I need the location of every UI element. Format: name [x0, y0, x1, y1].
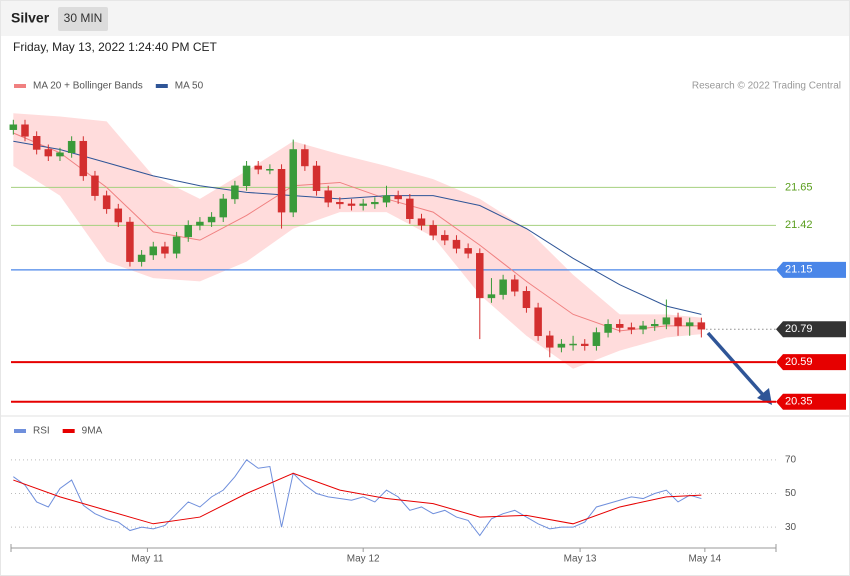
x-tick-label: May 11 — [131, 554, 163, 565]
interval-label[interactable]: 30 MIN — [64, 11, 103, 25]
candle-body — [312, 165, 321, 191]
candle-body — [347, 203, 356, 206]
candle-body — [476, 253, 484, 299]
instrument-title: Silver — [11, 10, 50, 26]
candle-body — [417, 218, 426, 226]
legend-label: RSI — [33, 426, 50, 437]
legend-swatch — [14, 84, 26, 88]
moving-average — [13, 132, 702, 332]
x-tick-label: May 12 — [347, 554, 380, 565]
candle-body — [254, 165, 262, 170]
series-line — [13, 472, 702, 525]
candle-body — [102, 195, 111, 210]
candle-body — [487, 294, 496, 299]
candle-body — [137, 254, 146, 262]
candle-body — [639, 325, 647, 330]
legend-label: MA 50 — [175, 81, 204, 92]
candle-body — [569, 343, 577, 346]
candle-body — [266, 169, 274, 171]
candle-body — [67, 140, 76, 154]
candle-body — [522, 291, 531, 309]
candle-body — [604, 324, 612, 333]
candle-body — [126, 221, 134, 262]
legend-label: MA 20 + Bollinger Bands — [33, 81, 143, 92]
candle-body — [56, 152, 64, 157]
candle-body — [149, 246, 158, 256]
y-tick-label: 50 — [785, 488, 797, 499]
candle-body — [441, 234, 449, 241]
candle-body — [359, 203, 367, 206]
candle-body — [172, 236, 181, 254]
level-label: 21.65 — [785, 181, 813, 193]
candle-body — [581, 343, 589, 346]
candle-body — [289, 149, 297, 213]
level-label: 21.15 — [785, 264, 813, 276]
credit: Research © 2022 Trading Central — [692, 81, 841, 92]
candle-body — [499, 279, 507, 295]
candle-body — [324, 190, 332, 203]
x-tick-label: May 14 — [688, 554, 721, 565]
level-label: 20.35 — [785, 396, 813, 408]
candle-body — [394, 195, 402, 200]
candle-body — [161, 246, 169, 254]
candle-body — [429, 225, 437, 236]
legend-label: 9MA — [82, 426, 103, 437]
candle-body — [511, 279, 519, 292]
candle-body — [91, 175, 99, 196]
level-tag — [776, 393, 846, 410]
candle-body — [196, 221, 204, 226]
candle-body — [464, 248, 472, 254]
candle-body — [382, 195, 391, 203]
candle-body — [662, 317, 671, 325]
candle-body — [301, 149, 309, 167]
candle-body — [231, 185, 239, 200]
legend-swatch — [155, 84, 168, 88]
current-price-label: 20.79 — [785, 323, 813, 335]
current-price-tag — [776, 321, 846, 338]
candle-body — [114, 208, 123, 223]
series-line — [13, 459, 702, 537]
candle-body — [674, 317, 682, 327]
candle-body — [452, 239, 461, 249]
x-tick-label: May 13 — [564, 554, 597, 565]
candle-body — [277, 169, 286, 213]
candle-body — [557, 343, 566, 348]
candle-body — [685, 322, 694, 327]
candle-body — [615, 324, 624, 328]
y-tick-label: 30 — [785, 522, 797, 533]
candle-body — [592, 332, 601, 346]
candle-body — [406, 198, 414, 219]
candle-body — [371, 201, 379, 205]
candle-body — [32, 136, 41, 150]
candle-body — [207, 216, 216, 223]
legend-swatch — [62, 429, 75, 433]
candle-body — [534, 307, 542, 337]
moving-average — [13, 140, 702, 315]
candle-body — [21, 124, 29, 137]
forecast-arrow-head — [757, 388, 772, 405]
bollinger-band — [13, 113, 702, 369]
header-bar — [0, 0, 850, 36]
candle-body — [697, 322, 706, 330]
candle-body — [184, 225, 193, 238]
forecast-arrow — [706, 331, 766, 398]
candle-body — [9, 124, 18, 130]
interval-badge[interactable] — [58, 7, 108, 31]
legend-swatch — [14, 429, 26, 433]
candle-body — [219, 198, 227, 218]
candle-body — [242, 165, 251, 186]
candle-body — [546, 335, 554, 348]
level-tag — [776, 261, 846, 278]
timestamp: Friday, May 13, 2022 1:24:40 PM CET — [13, 40, 218, 54]
candle-body — [627, 327, 636, 330]
level-tag — [776, 354, 846, 371]
y-tick-label: 70 — [785, 454, 797, 465]
level-label: 21.42 — [785, 219, 813, 231]
level-label: 20.59 — [785, 356, 813, 368]
candle-body — [79, 140, 88, 177]
candle-body — [44, 149, 53, 157]
candle-body — [336, 201, 344, 205]
candle-body — [650, 324, 659, 327]
